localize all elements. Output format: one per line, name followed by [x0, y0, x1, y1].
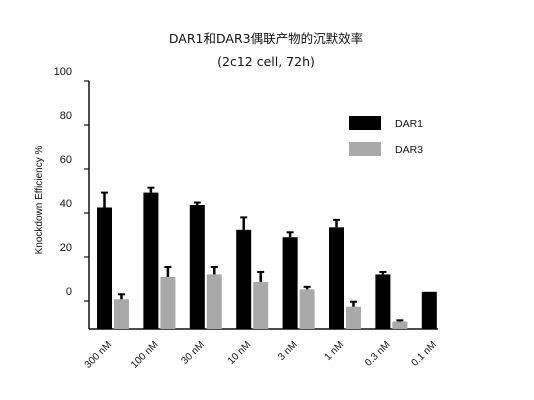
y-tick-label: 0	[66, 286, 72, 298]
bar-dar1	[375, 274, 391, 329]
legend-label-dar1: DAR1	[395, 118, 423, 130]
bar-dar1	[282, 237, 298, 329]
x-tick-label: 0.1 nM	[410, 339, 439, 368]
bar-dar1	[189, 205, 205, 329]
x-axis-ticks: 300 nM 100 nM 30 nM 10 nM 3 nM 1 nM 0.3 nM 0.1 …	[83, 339, 439, 370]
y-tick-label: 40	[60, 198, 72, 210]
y-tick-label: 60	[60, 154, 72, 166]
x-tick-label: 1 nM	[323, 339, 347, 363]
legend: DAR1 DAR3	[349, 116, 423, 156]
bar-dar1	[329, 227, 344, 329]
y-tick-label: 20	[60, 242, 72, 254]
bar-dar3	[299, 289, 315, 329]
y-tick-label: 100	[54, 66, 72, 78]
legend-label-dar3: DAR3	[395, 144, 423, 156]
bar-dar3	[114, 299, 129, 329]
x-tick-label: 3 nM	[276, 339, 300, 363]
x-tick-label: 300 nM	[83, 339, 114, 370]
y-axis-ticks: 100 80 60 40 20 0	[54, 66, 89, 302]
chart-subtitle: (2c12 cell, 72h)	[217, 54, 315, 69]
x-tick-label: 30 nM	[179, 339, 206, 366]
bar-dar1	[421, 291, 437, 329]
y-axis-label: Knockdown Efficiency %	[34, 146, 45, 255]
legend-swatch-dar1	[349, 116, 381, 130]
bar-dar3	[346, 306, 361, 329]
bar-dar1	[97, 207, 112, 329]
bar-dar3	[392, 321, 408, 329]
bar-dar1	[143, 192, 159, 329]
x-tick-label: 0.3 nM	[363, 339, 392, 368]
bars	[97, 186, 437, 329]
chart-title: DAR1和DAR3偶联产物的沉默效率	[169, 31, 363, 46]
x-tick-label: 100 nM	[129, 339, 160, 370]
y-tick-label: 80	[60, 110, 72, 122]
legend-swatch-dar3	[349, 142, 381, 156]
bar-dar1	[236, 229, 252, 329]
bar-dar3	[160, 276, 176, 329]
x-tick-label: 10 nM	[226, 339, 253, 366]
bar-dar3	[253, 281, 269, 329]
bar-dar3	[206, 274, 222, 329]
